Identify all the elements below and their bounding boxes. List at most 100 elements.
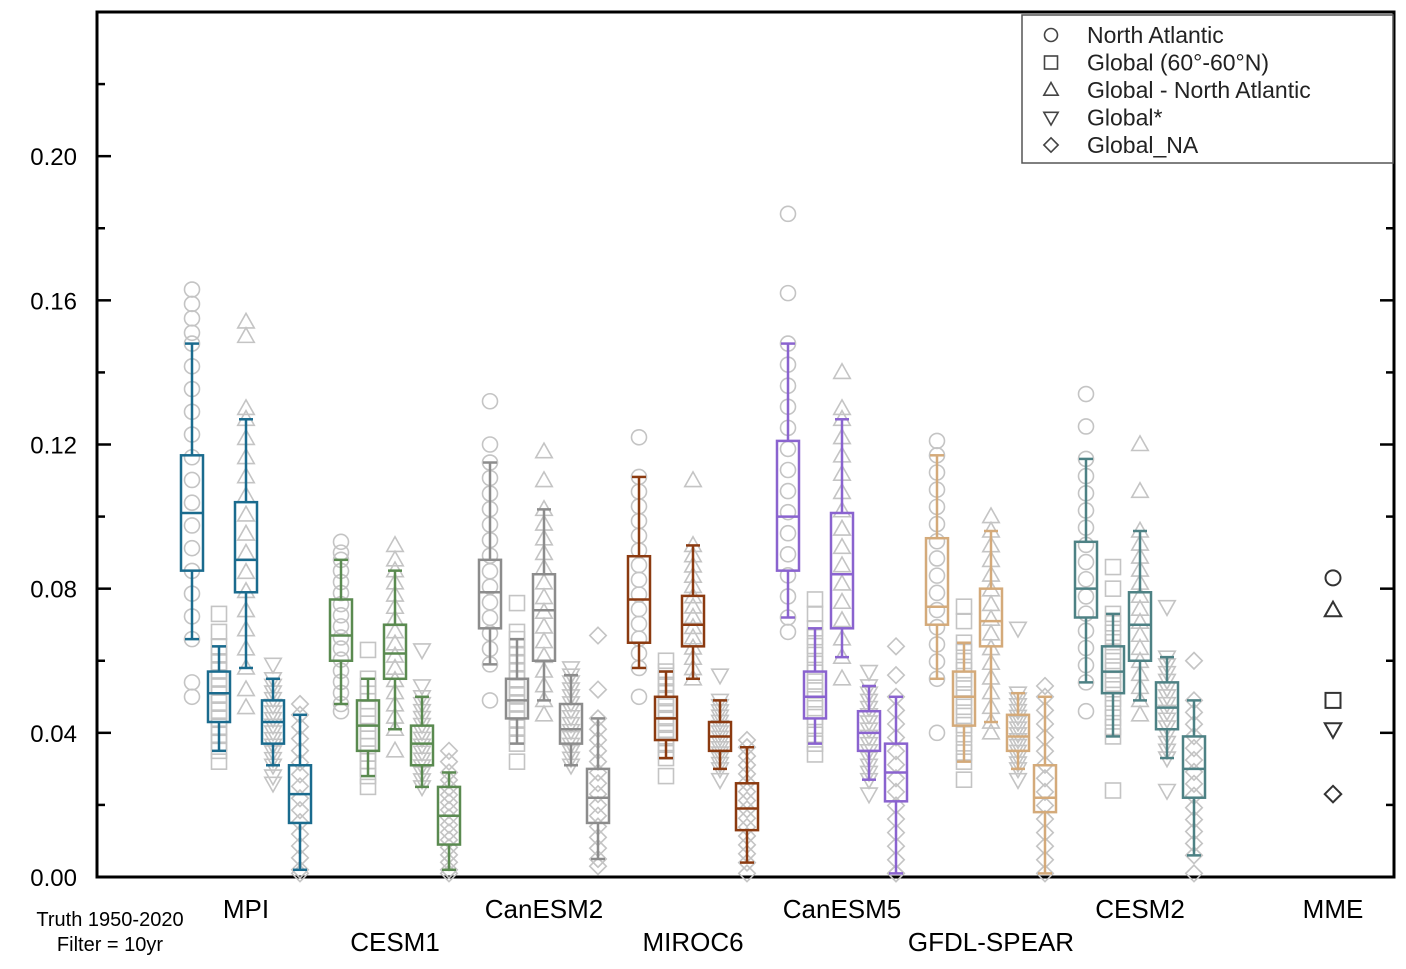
- outlier-point: [630, 428, 648, 446]
- member-point: [683, 606, 703, 625]
- member-point: [332, 640, 350, 657]
- member-point: [290, 765, 310, 784]
- outlier-point: [534, 704, 554, 722]
- box-iqr: [924, 536, 950, 626]
- outlier-point: [508, 594, 526, 612]
- outlier-point: [832, 668, 852, 686]
- box-iqr: [233, 500, 259, 594]
- mme-point: [1323, 599, 1343, 618]
- member-point: [332, 618, 350, 635]
- member-point: [683, 617, 703, 635]
- box-iqr: [1154, 681, 1180, 731]
- member-point: [832, 573, 852, 591]
- model-group-cesm1: [328, 533, 462, 883]
- member-point: [928, 584, 946, 602]
- member-point: [534, 572, 554, 590]
- legend-label: North Atlantic: [1087, 22, 1224, 48]
- member-point: [1130, 624, 1150, 643]
- outlier-point: [1157, 599, 1177, 617]
- outlier-point: [981, 506, 1001, 524]
- outlier-point: [1130, 704, 1150, 722]
- member-point: [588, 795, 608, 815]
- model-label: CESM2: [1095, 894, 1185, 924]
- outlier-point: [412, 643, 432, 661]
- member-point: [1157, 650, 1177, 668]
- member-point: [1104, 671, 1122, 689]
- box-iqr: [1181, 735, 1207, 799]
- member-point: [1184, 762, 1204, 782]
- member-point: [630, 571, 648, 589]
- legend-marker-diamond: [1042, 136, 1060, 154]
- outlier-point: [955, 771, 973, 788]
- outlier-point: [183, 688, 201, 706]
- member-point: [886, 768, 906, 788]
- outlier-point: [290, 694, 310, 714]
- box-iqr: [382, 623, 408, 681]
- outlier-point: [806, 591, 824, 608]
- mme-point: [1323, 722, 1343, 740]
- outlier-point: [1104, 558, 1122, 576]
- member-point: [1130, 638, 1150, 656]
- outlier-point: [263, 769, 283, 787]
- outlier-point: [886, 636, 906, 656]
- outlier-point: [1077, 702, 1095, 720]
- member-point: [981, 711, 1001, 729]
- member-point: [886, 728, 906, 747]
- box-iqr: [1127, 591, 1153, 662]
- member-point: [832, 518, 852, 536]
- member-point: [236, 562, 256, 580]
- member-point: [779, 461, 797, 479]
- member-point: [183, 471, 201, 489]
- member-point: [439, 793, 459, 812]
- member-point: [886, 741, 906, 761]
- member-point: [588, 806, 608, 826]
- outlier-point: [210, 623, 228, 641]
- member-point: [1184, 845, 1204, 865]
- member-point: [290, 753, 310, 772]
- member-point: [385, 621, 405, 639]
- member-point: [683, 668, 703, 686]
- y-tick-label: 0.00: [30, 865, 77, 892]
- member-point: [534, 631, 554, 649]
- member-point: [588, 784, 608, 804]
- member-point: [779, 482, 797, 500]
- member-point: [534, 616, 554, 634]
- member-point: [832, 500, 852, 518]
- member-point: [928, 567, 946, 584]
- member-point: [1008, 715, 1028, 733]
- outlier-point: [859, 664, 879, 682]
- member-point: [630, 600, 648, 618]
- member-point: [439, 770, 459, 790]
- outlier-point: [359, 778, 377, 796]
- member-point: [710, 730, 730, 748]
- member-point: [481, 593, 499, 611]
- member-point: [1184, 750, 1204, 770]
- member-point: [981, 594, 1001, 612]
- annotation-truth-period: Truth 1950-2020: [36, 909, 183, 931]
- outlier-point: [1008, 772, 1028, 790]
- member-point: [290, 860, 310, 880]
- outlier-point: [779, 284, 797, 302]
- member-point: [534, 587, 554, 605]
- member-point: [955, 707, 973, 725]
- member-point: [439, 822, 459, 842]
- member-point: [481, 609, 499, 627]
- outlier-point: [1077, 385, 1095, 403]
- legend-label: Global - North Atlantic: [1087, 77, 1311, 103]
- outlier-point: [1184, 651, 1204, 671]
- member-point: [630, 615, 648, 633]
- outlier-point: [630, 688, 648, 706]
- outlier-point: [955, 612, 973, 630]
- model-group-miroc6: [626, 428, 760, 883]
- outlier-point: [481, 392, 499, 410]
- outlier-point: [886, 665, 906, 685]
- outlier-point: [588, 626, 608, 645]
- outlier-point: [657, 767, 675, 785]
- member-point: [806, 673, 824, 690]
- member-point: [1008, 721, 1028, 739]
- outlier-point: [886, 864, 906, 883]
- outlier-point: [561, 661, 581, 679]
- member-point: [561, 668, 581, 686]
- legend-marker-triangle-down: [1042, 111, 1060, 127]
